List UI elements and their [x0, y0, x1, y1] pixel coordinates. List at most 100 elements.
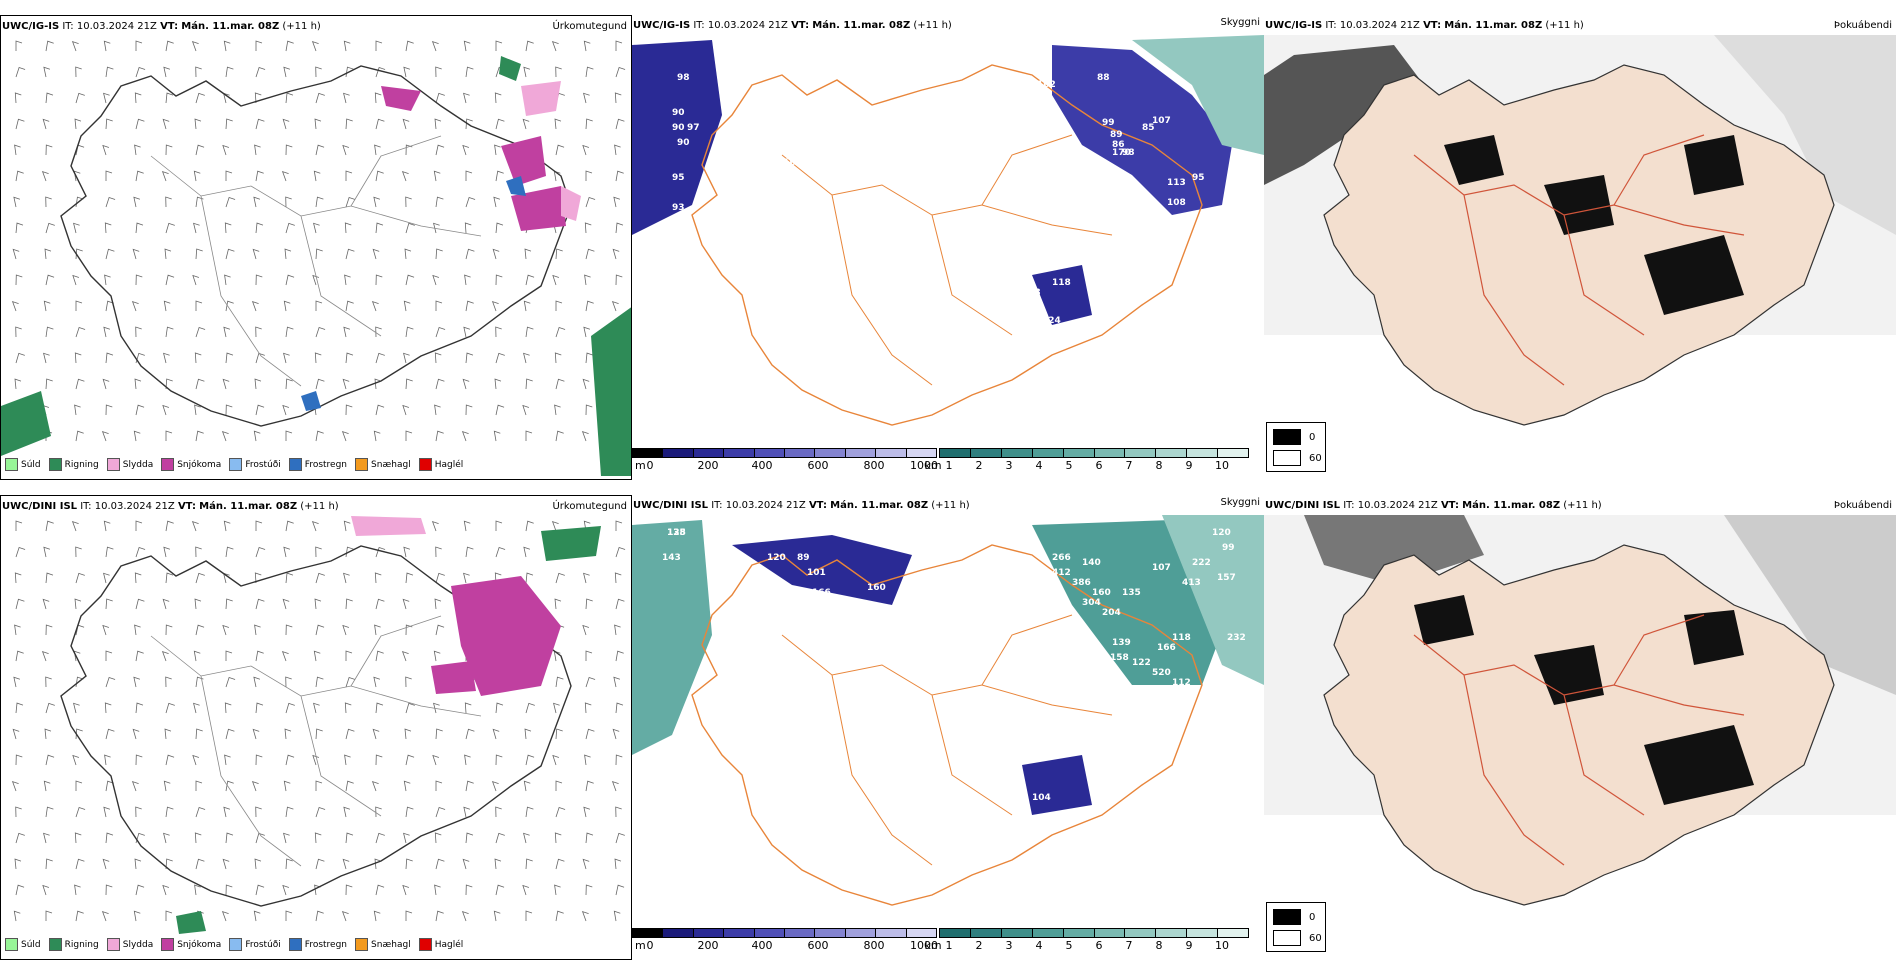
wind-barb: [105, 650, 113, 661]
wind-barb: [251, 300, 259, 312]
wind-barb: [554, 598, 562, 610]
cloud-base-label: 157: [1217, 573, 1236, 583]
wind-barb: [221, 910, 229, 922]
wind-barb: [375, 222, 384, 234]
wind-barb: [165, 326, 174, 338]
wind-barb: [555, 430, 564, 442]
wind-barb: [195, 858, 205, 870]
wind-barb: [615, 546, 626, 558]
wind-barb: [495, 546, 506, 558]
wind-barb: [491, 300, 499, 312]
wind-barb: [42, 118, 50, 130]
cloud-base-label: 88: [1097, 73, 1110, 83]
wind-barb: [285, 572, 294, 584]
wind-barb: [555, 780, 563, 791]
wind-barb: [255, 66, 266, 78]
wind-barb: [585, 728, 595, 740]
wind-barb: [135, 404, 145, 416]
wind-barb: [555, 728, 563, 740]
wind-barb: [193, 170, 201, 182]
wind-barb: [75, 430, 84, 442]
wind-barb: [585, 598, 593, 610]
wind-barb: [103, 520, 111, 532]
wind-barb: [432, 754, 440, 766]
cloud-base-label: 266: [1052, 553, 1071, 563]
wind-barb: [75, 92, 85, 104]
wind-barb: [582, 858, 590, 870]
fog-legend-swatch: [1273, 450, 1301, 466]
cloud-base-label: 120: [802, 613, 821, 623]
wind-barb: [463, 806, 471, 818]
wind-barb: [75, 300, 83, 311]
wind-barb: [285, 326, 294, 338]
wind-barb: [435, 806, 446, 818]
wind-barb: [135, 546, 146, 558]
wind-barb: [585, 248, 595, 260]
wind-barb: [45, 910, 53, 921]
wind-barb: [371, 300, 379, 312]
wind-barb: [195, 728, 203, 740]
wind-barb: [285, 196, 292, 208]
wind-barb: [283, 66, 291, 78]
wind-barb: [15, 598, 25, 610]
wind-barb: [194, 884, 201, 896]
wind-barb: [14, 858, 22, 870]
wind-barb: [134, 144, 141, 156]
wind-barb: [165, 858, 173, 870]
wind-barb: [435, 624, 445, 636]
wind-barb: [375, 352, 385, 364]
wind-barb: [15, 702, 24, 714]
wind-barb: [315, 572, 325, 584]
wind-barb: [131, 780, 139, 792]
wind-barb: [165, 910, 173, 921]
wind-barb: [582, 144, 590, 156]
wind-barb: [375, 326, 382, 338]
wind-barb: [225, 598, 233, 610]
wind-barb: [105, 832, 114, 844]
cloud-base-label: 89: [797, 553, 810, 563]
wind-barb: [285, 754, 295, 766]
wind-barb: [585, 352, 594, 364]
wind-barb: [433, 170, 441, 182]
cloud-base-label: 116: [777, 158, 796, 168]
cloud-base-label: 135: [667, 528, 686, 538]
cloud-base-label: 89: [1110, 130, 1123, 140]
wind-barb: [554, 884, 561, 896]
wind-barb: [222, 144, 230, 156]
wind-barb: [525, 754, 535, 766]
wind-barb: [15, 222, 24, 234]
wind-barb: [312, 754, 320, 766]
cloud-base-label: 90: [677, 138, 690, 148]
wind-barb: [495, 326, 502, 338]
wind-barb: [582, 624, 590, 636]
wind-barb: [255, 546, 266, 558]
wind-barb: [403, 352, 410, 364]
wind-barb: [135, 598, 145, 610]
cloud-base-label: 95: [832, 603, 845, 613]
wind-barb: [494, 378, 502, 390]
wind-barb: [495, 222, 504, 234]
wind-barb: [463, 572, 470, 584]
wind-barb: [342, 624, 350, 636]
wind-barb: [465, 66, 474, 78]
wind-barb: [402, 598, 410, 610]
wind-barb: [283, 780, 291, 792]
legend-swatch: [48, 458, 62, 471]
cloud-base-label: 160: [1092, 588, 1111, 598]
wind-barb: [195, 144, 205, 156]
wind-barb: [195, 572, 205, 584]
wind-barb: [492, 728, 500, 740]
legend-swatch: [5, 938, 18, 951]
wind-barb: [72, 754, 80, 766]
wind-barb: [584, 222, 592, 234]
wind-barb: [193, 222, 200, 234]
wind-barb: [525, 40, 534, 52]
wind-barb: [314, 832, 322, 844]
wind-barb: [375, 40, 383, 51]
cloud-base-label: 112: [1172, 678, 1191, 688]
cloud-base-label: 232: [1227, 633, 1246, 643]
wind-barb: [165, 676, 172, 688]
wind-barb: [523, 546, 531, 558]
wind-barb: [494, 144, 501, 156]
wind-barb: [75, 806, 86, 818]
